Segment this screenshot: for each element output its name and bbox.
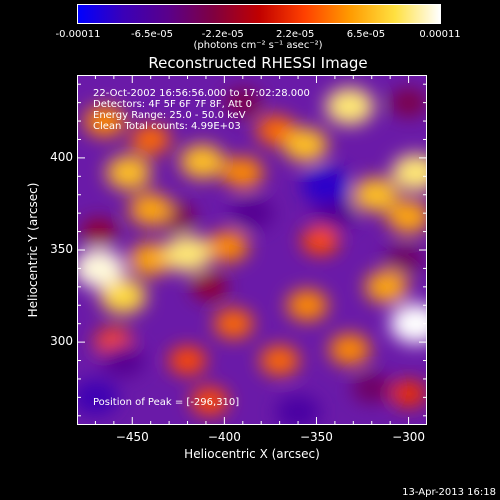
- heatmap-blob: [389, 303, 427, 344]
- colorbar-tick-label: -6.5e-05: [131, 29, 174, 40]
- heatmap-blob: [101, 344, 145, 377]
- heatmap-blob: [352, 373, 392, 404]
- heatmap-blob: [387, 200, 427, 234]
- heatmap-blob: [389, 88, 427, 117]
- heatmap-blob: [301, 166, 350, 205]
- heatmap-blob: [168, 346, 207, 375]
- heatmap-blob: [190, 386, 229, 416]
- heatmap-plot: [77, 75, 427, 425]
- heatmap-blob: [230, 196, 274, 230]
- x-tick-label: −350: [299, 430, 333, 444]
- x-axis-label: Heliocentric X (arcsec): [184, 447, 320, 461]
- x-tick-label: −300: [392, 430, 426, 444]
- y-tick-label: 300: [50, 334, 73, 349]
- heatmap-blob: [301, 226, 339, 255]
- heatmap-blob: [129, 193, 173, 226]
- heatmap-blob: [213, 308, 254, 339]
- heatmap-blob: [163, 235, 212, 273]
- heatmap-blob: [313, 196, 357, 230]
- x-tick-label: −450: [115, 430, 149, 444]
- info-detectors: Detectors: 4F 5F 6F 7F 8F, Att 0: [93, 99, 253, 110]
- heatmap-blob: [385, 244, 425, 275]
- colorbar-tick-label: 6.5e-05: [346, 29, 386, 40]
- heatmap-blob: [207, 230, 249, 262]
- heatmap-blob: [275, 395, 321, 425]
- colorbar-units: (photons cm⁻² s⁻¹ asec⁻²): [193, 40, 323, 51]
- heatmap-blob: [365, 270, 408, 304]
- heatmap-blob: [325, 87, 374, 125]
- heatmap-blob: [131, 124, 171, 155]
- colorbar-gradient: [78, 5, 440, 23]
- heatmap-blob: [224, 88, 262, 117]
- heatmap-blob: [179, 144, 225, 179]
- heatmap-blob: [259, 345, 300, 376]
- info-time-range: 22-Oct-2002 16:56:56.000 to 17:02:28.000: [93, 88, 310, 99]
- colorbar-tick-label: 2.2e-05: [275, 29, 315, 40]
- heatmap-blob: [191, 273, 228, 301]
- heatmap-blob: [129, 242, 173, 276]
- heatmap-blob: [81, 218, 117, 246]
- y-axis-label: Heliocentric Y (arcsec): [26, 182, 40, 318]
- heatmap-blob: [77, 379, 119, 416]
- info-total-counts: Clean Total counts: 4.99E+03: [93, 121, 241, 132]
- heatmap-blob: [99, 278, 147, 314]
- heatmap-blob: [353, 177, 398, 212]
- peak-position-label: Position of Peak = [-296,310]: [93, 397, 240, 408]
- heatmap-canvas: [77, 75, 427, 425]
- colorbar-tick-label: 0.00011: [419, 29, 461, 40]
- y-tick-label: 400: [50, 149, 73, 164]
- heatmap-blob: [329, 333, 371, 366]
- heatmap-blob: [283, 127, 328, 163]
- heatmap-blob: [77, 248, 125, 289]
- heatmap-blob: [222, 156, 264, 189]
- heatmap-blob: [286, 289, 328, 321]
- colorbar-tick-label: -0.00011: [55, 29, 101, 40]
- heatmap-blob: [106, 155, 151, 190]
- timestamp-footer: 13-Apr-2013 16:18: [402, 487, 496, 498]
- heatmap-blob: [391, 154, 427, 192]
- chart-title: Reconstructed RHESSI Image: [148, 54, 368, 72]
- heatmap-blob: [84, 105, 126, 137]
- x-tick-label: −400: [207, 430, 241, 444]
- colorbar-tick-label: -2.2e-05: [201, 29, 244, 40]
- info-energy-range: Energy Range: 25.0 - 50.0 keV: [93, 110, 246, 121]
- heatmap-blob: [390, 380, 427, 408]
- y-tick-label: 350: [50, 242, 73, 256]
- colorbar: [77, 4, 441, 24]
